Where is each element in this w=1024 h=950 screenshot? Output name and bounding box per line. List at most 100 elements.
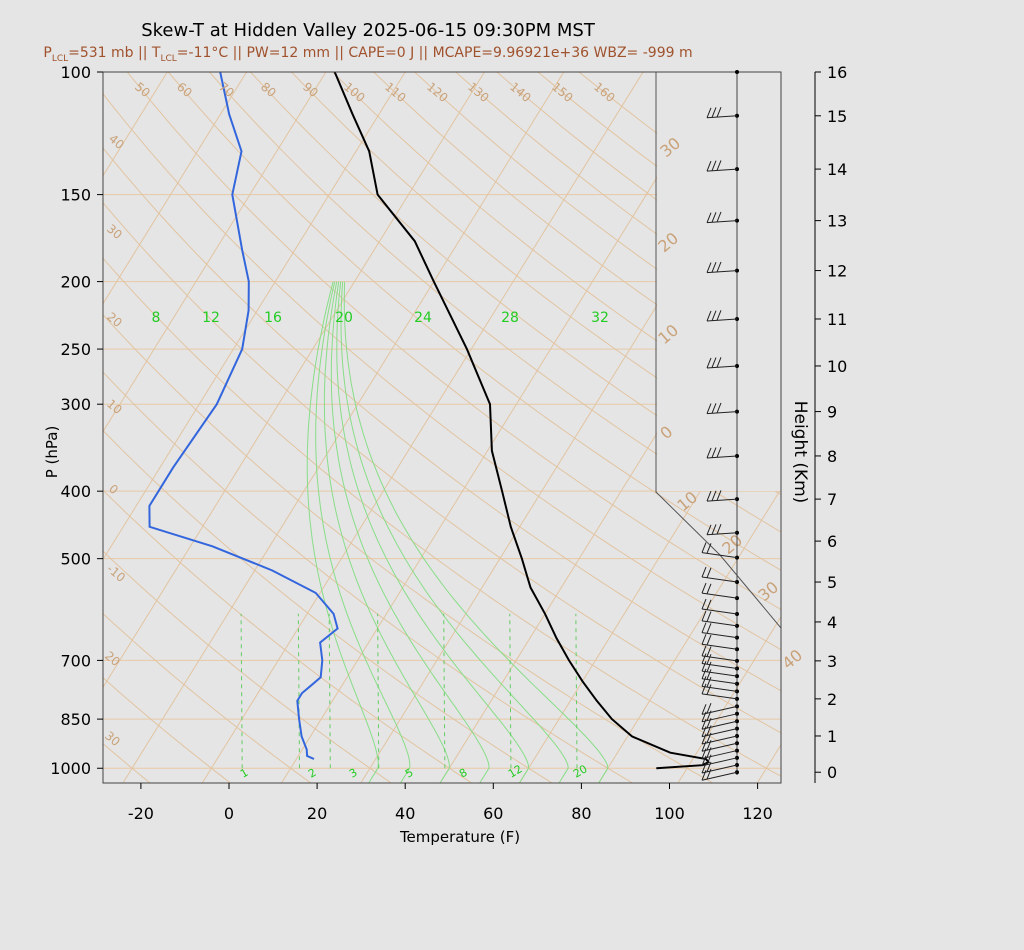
wind-barb-flag bbox=[706, 676, 712, 688]
wind-barb bbox=[701, 632, 738, 639]
wind-barb bbox=[701, 728, 738, 738]
wind-barb-flag bbox=[706, 611, 712, 622]
mixing-ratio-line bbox=[575, 613, 578, 769]
wind-barb bbox=[701, 685, 738, 692]
height-axis-label: Height (Km) bbox=[790, 401, 810, 504]
height-tick-label: 16 bbox=[827, 63, 847, 82]
dry-adiabat bbox=[250, 72, 781, 496]
wind-barb bbox=[701, 713, 738, 723]
wind-barb-flag bbox=[706, 160, 712, 172]
wind-barb bbox=[701, 678, 738, 685]
y-tick-label: 250 bbox=[60, 340, 91, 359]
wind-barb-flag bbox=[701, 704, 707, 715]
height-tick-label: 15 bbox=[827, 107, 847, 126]
wind-barb bbox=[701, 693, 738, 700]
inset-bg bbox=[657, 72, 781, 491]
wind-barb bbox=[701, 735, 738, 745]
mixing-ratio-top-label: 32 bbox=[591, 310, 609, 326]
wind-barb-flag bbox=[706, 623, 712, 634]
x-tick-label: 100 bbox=[654, 804, 685, 823]
wind-barb-flag bbox=[716, 211, 722, 223]
mixing-ratio-top-label: 20 bbox=[335, 310, 353, 326]
wind-barb-flag bbox=[711, 160, 717, 171]
height-tick-label: 5 bbox=[827, 573, 837, 592]
wind-barb-flag bbox=[701, 634, 707, 645]
wind-barb-flag bbox=[701, 610, 707, 622]
x-axis-label: Temperature (F) bbox=[399, 828, 520, 846]
height-tick-label: 9 bbox=[827, 403, 837, 422]
mixing-ratio-top-label: 12 bbox=[202, 310, 220, 326]
moist-adiabat bbox=[323, 281, 450, 783]
height-tick-label: 0 bbox=[827, 763, 837, 782]
moist-adiabat bbox=[336, 281, 530, 783]
wind-barb bbox=[706, 532, 738, 536]
y-tick-label: 850 bbox=[60, 710, 91, 729]
dry-adiabat bbox=[103, 147, 781, 692]
height-tick-label: 12 bbox=[827, 262, 847, 281]
wind-barb-flag bbox=[706, 634, 712, 646]
x-tick-label: -20 bbox=[128, 804, 154, 823]
wind-barb-flag bbox=[706, 599, 712, 610]
wind-barb-flag bbox=[711, 357, 717, 368]
wind-barb-flag bbox=[706, 310, 712, 322]
x-tick-label: 120 bbox=[742, 804, 773, 823]
temperature-line bbox=[333, 72, 711, 770]
wind-barb-flag bbox=[711, 490, 717, 501]
wind-barb-flag bbox=[711, 212, 717, 223]
height-tick-label: 6 bbox=[827, 532, 837, 551]
wind-barb-flag bbox=[716, 447, 722, 458]
wind-barb-flag bbox=[711, 447, 717, 458]
wind-barb bbox=[701, 663, 738, 670]
height-tick-label: 8 bbox=[827, 447, 837, 466]
mixing-ratio-bottom-label: 12 bbox=[506, 762, 525, 780]
x-tick-label: 0 bbox=[224, 804, 234, 823]
wind-barb-flag bbox=[706, 212, 712, 223]
wind-barb-flag bbox=[706, 403, 712, 414]
dry-adiabat bbox=[209, 72, 781, 533]
x-tick-label: 20 bbox=[307, 804, 327, 823]
y-tick-label: 1000 bbox=[50, 759, 91, 778]
height-tick-label: 1 bbox=[827, 727, 837, 746]
wind-barb-flag bbox=[706, 447, 712, 459]
wind-barb-flag bbox=[701, 660, 707, 672]
moist-adiabat bbox=[330, 281, 490, 783]
x-tick-label: 80 bbox=[571, 804, 591, 823]
isotherm-line bbox=[103, 72, 248, 305]
wind-barb-flag bbox=[701, 566, 707, 578]
y-tick-label: 300 bbox=[60, 395, 91, 414]
wind-barb-flag bbox=[716, 490, 722, 501]
lcl-t-label: T bbox=[151, 45, 161, 61]
height-tick-label: 3 bbox=[827, 652, 837, 671]
wind-barb bbox=[701, 655, 738, 662]
inset-label: 40 bbox=[778, 645, 806, 673]
wind-barb-flag bbox=[716, 402, 722, 414]
isotherm-line bbox=[837, 72, 1024, 783]
wind-barb-flag bbox=[716, 357, 722, 368]
dry-adiabat bbox=[291, 72, 781, 459]
wind-barb-flag bbox=[706, 357, 712, 369]
dry-adiabat bbox=[103, 677, 231, 783]
y-tick-label: 200 bbox=[60, 273, 91, 292]
mixing-ratio-line bbox=[297, 613, 300, 769]
wind-barb-flag bbox=[706, 669, 712, 680]
mixing-ratio-line bbox=[328, 613, 331, 769]
mixing-ratio-bottom-label: 20 bbox=[571, 762, 590, 780]
isotherm-line bbox=[103, 72, 406, 561]
wind-barb bbox=[701, 757, 738, 767]
wind-barb-flag bbox=[706, 583, 712, 595]
wind-barb-flag bbox=[706, 262, 712, 273]
mixing-ratio-line bbox=[443, 613, 446, 769]
wind-barb bbox=[701, 608, 738, 615]
wind-barb-flag bbox=[706, 646, 712, 657]
profiles bbox=[148, 72, 711, 770]
isotherm-line bbox=[598, 487, 781, 783]
height-tick-label: 7 bbox=[827, 490, 837, 509]
wind-barb-flag bbox=[716, 310, 722, 321]
moist-adiabat bbox=[340, 281, 569, 783]
wind-barb-flag bbox=[716, 261, 722, 273]
wind-barb-flag bbox=[701, 622, 707, 633]
wind-barb-flag bbox=[701, 683, 707, 695]
dry-adiabat bbox=[103, 257, 781, 777]
dry-adiabat bbox=[103, 201, 781, 734]
moist-adiabat bbox=[315, 281, 411, 783]
